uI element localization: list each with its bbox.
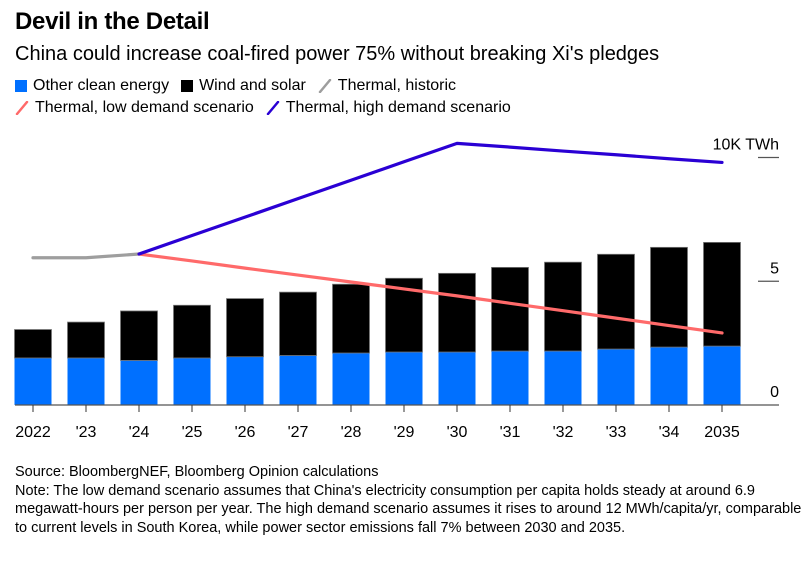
bar-other-clean-energy-2: [120, 360, 158, 405]
x-tick-label-0: 2022: [15, 424, 51, 441]
legend-item-other-clean-energy: Other clean energy: [15, 77, 169, 95]
legend-label: Other clean energy: [33, 77, 170, 94]
bar-other-clean-energy-12: [650, 347, 688, 405]
bar-wind-and-solar-0: [14, 329, 52, 359]
legend-item-wind-and-solar: Wind and solar: [181, 77, 306, 95]
legend-swatch-black-square-icon: [181, 80, 194, 92]
x-tick-label-11: '33: [606, 424, 627, 441]
bar-wind-and-solar-6: [332, 283, 370, 354]
chart-plot-area: 2022 '23 '24 '25 '26 '27 '28 '29 '30 '31 '32 '33 '34…: [14, 137, 779, 441]
methodology-note: Note: The low demand scenario assumes th…: [15, 482, 802, 536]
bar-other-clean-energy-11: [597, 349, 635, 405]
y-tick-label-0: 0: [770, 384, 779, 401]
legend-item-thermal-high-demand: Thermal, high demand scenario: [266, 99, 511, 117]
x-tick-label-12: '34: [659, 424, 680, 441]
x-tick-label-2: '24: [129, 424, 150, 441]
axes-layer: 2022 '23 '24 '25 '26 '27 '28 '29 '30 '31 '32 '33 '34…: [15, 137, 779, 441]
bar-other-clean-energy-5: [279, 355, 317, 405]
x-tick-label-3: '25: [182, 424, 203, 441]
x-tick-label-5: '27: [288, 424, 309, 441]
legend-swatch-gray-slash-icon: [318, 79, 332, 93]
y-tick-label-1: 5: [770, 260, 779, 277]
x-tick-label-8: '30: [447, 424, 468, 441]
bar-other-clean-energy-4: [226, 356, 264, 405]
line-thermal-high-demand-scenario: [137, 141, 724, 256]
bar-wind-and-solar-4: [226, 298, 264, 358]
bar-other-clean-energy-0: [14, 357, 52, 405]
chart-footer: Source: BloombergNEF, Bloomberg Opinion …: [15, 463, 805, 537]
bar-other-clean-energy-6: [332, 353, 370, 405]
bar-layer: [14, 241, 741, 405]
x-tick-label-1: '23: [76, 424, 97, 441]
x-tick-label-6: '28: [341, 424, 362, 441]
source-note: Source: BloombergNEF, Bloomberg Opinion …: [15, 464, 379, 480]
bar-wind-and-solar-2: [120, 310, 158, 361]
bar-wind-and-solar-12: [650, 246, 688, 348]
x-tick-label-10: '32: [553, 424, 574, 441]
y-tick-label-2: 10K TWh: [713, 137, 779, 154]
bar-other-clean-energy-13: [703, 346, 741, 405]
bar-wind-and-solar-1: [67, 321, 105, 359]
legend-swatch-blue-slash-icon: [266, 101, 280, 115]
bar-wind-and-solar-11: [597, 253, 635, 350]
x-tick-label-9: '31: [500, 424, 521, 441]
chart-title: Devil in the Detail: [15, 8, 210, 35]
legend-label: Thermal, low demand scenario: [35, 99, 254, 116]
bar-other-clean-energy-7: [385, 352, 423, 405]
legend-swatch-blue-square-icon: [15, 80, 27, 92]
x-tick-label-7: '29: [394, 424, 415, 441]
x-tick-label-4: '26: [235, 424, 256, 441]
legend-label: Thermal, historic: [337, 77, 457, 94]
bar-wind-and-solar-10: [544, 261, 582, 352]
legend-item-thermal-historic: Thermal, historic: [318, 77, 456, 95]
line-layer: [31, 141, 724, 335]
bar-other-clean-energy-10: [544, 351, 582, 405]
bar-wind-and-solar-9: [491, 266, 529, 352]
line-thermal-historic: [31, 252, 141, 260]
bar-other-clean-energy-1: [67, 357, 105, 405]
bar-wind-and-solar-3: [173, 304, 211, 359]
line-thermal-low-demand-scenario: [137, 252, 724, 335]
legend-label: Wind and solar: [199, 77, 306, 94]
legend-swatch-red-slash-icon: [15, 101, 29, 115]
chart-subtitle: China could increase coal-fired power 75…: [15, 43, 660, 65]
legend-row-1: Other clean energy Wind and solar Therma…: [15, 77, 468, 95]
bar-other-clean-energy-3: [173, 357, 211, 405]
bar-wind-and-solar-8: [438, 272, 476, 353]
bar-wind-and-solar-13: [703, 241, 741, 347]
legend-label: Thermal, high demand scenario: [285, 99, 511, 116]
legend-item-thermal-low-demand: Thermal, low demand scenario: [15, 99, 254, 117]
x-tick-label-13: 2035: [704, 424, 740, 441]
bar-other-clean-energy-9: [491, 351, 529, 405]
bar-other-clean-energy-8: [438, 352, 476, 405]
bar-wind-and-solar-5: [279, 291, 317, 356]
legend-row-2: Thermal, low demand scenario Thermal, hi…: [15, 99, 523, 117]
